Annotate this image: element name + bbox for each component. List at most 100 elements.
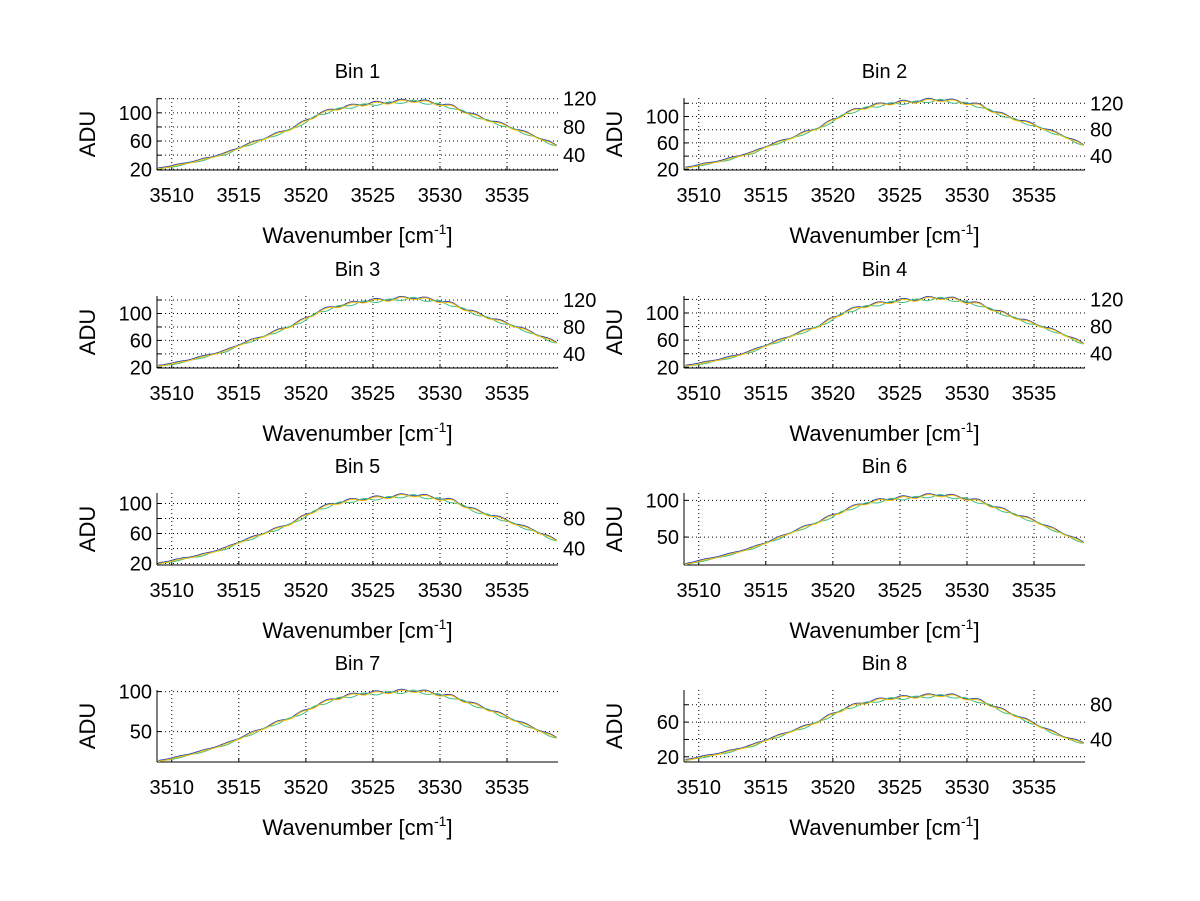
x-axis-label-superscript: -1 bbox=[961, 419, 974, 435]
y-tick-label: 100 bbox=[119, 103, 152, 125]
subplot-bin-8: 3510 3515 3520 3525 3530 3535 20 40 60 80 Bin 8 ADU… bbox=[602, 653, 1112, 840]
data-series-line bbox=[685, 296, 1084, 367]
subplot-title: Bin 6 bbox=[862, 456, 908, 478]
data-series-line bbox=[158, 296, 557, 368]
x-axis-label-superscript: -1 bbox=[961, 616, 974, 632]
subplot-title: Bin 2 bbox=[862, 61, 908, 83]
x-axis-label-text: Wavenumber [cm bbox=[789, 421, 961, 446]
x-tick-label: 3520 bbox=[284, 383, 329, 405]
x-tick-label: 3525 bbox=[351, 777, 396, 799]
x-tick-label: 3525 bbox=[878, 383, 923, 405]
y-axis-label: ADU bbox=[602, 703, 627, 749]
data-series-line bbox=[685, 493, 1084, 564]
subplot-title: Bin 8 bbox=[862, 653, 908, 675]
data-series-line bbox=[685, 97, 1084, 168]
data-series-line bbox=[158, 296, 557, 367]
x-axis-label-superscript: -1 bbox=[434, 616, 447, 632]
data-series-line bbox=[158, 98, 557, 169]
y-tick-label: 20 bbox=[130, 554, 152, 576]
x-tick-label: 3510 bbox=[677, 185, 722, 207]
x-axis-label-bracket: ] bbox=[973, 815, 979, 840]
x-tick-label: 3515 bbox=[744, 580, 789, 602]
x-axis-label-text: Wavenumber [cm bbox=[262, 223, 434, 248]
x-axis-label-superscript: -1 bbox=[434, 221, 447, 237]
y-axis-label: ADU bbox=[75, 703, 100, 749]
subplot-title: Bin 1 bbox=[335, 61, 381, 83]
subplot-title: Bin 3 bbox=[335, 259, 381, 281]
y-tick-label: 20 bbox=[657, 747, 679, 769]
subplot-title: Bin 5 bbox=[335, 456, 381, 478]
x-tick-label: 3525 bbox=[878, 580, 923, 602]
y-tick-label: 120 bbox=[1090, 93, 1123, 115]
data-series-line bbox=[158, 688, 557, 761]
subplot-title: Bin 7 bbox=[335, 653, 381, 675]
y-tick-label: 60 bbox=[130, 524, 152, 546]
y-tick-label: 60 bbox=[130, 131, 152, 153]
x-tick-label: 3515 bbox=[744, 185, 789, 207]
y-tick-label: 60 bbox=[657, 330, 679, 352]
x-tick-label: 3515 bbox=[217, 777, 262, 799]
y-tick-label: 120 bbox=[1090, 289, 1123, 311]
x-tick-label: 3535 bbox=[485, 383, 530, 405]
y-tick-label: 100 bbox=[119, 682, 152, 704]
x-axis-label: Wavenumber [cm-1] bbox=[262, 813, 452, 840]
y-tick-label: 100 bbox=[646, 303, 679, 325]
data-series-line bbox=[685, 296, 1084, 368]
x-axis-label-superscript: -1 bbox=[434, 419, 447, 435]
x-axis-label: Wavenumber [cm-1] bbox=[789, 813, 979, 840]
x-tick-label: 3510 bbox=[677, 777, 722, 799]
data-series-line bbox=[685, 693, 1084, 760]
subplot-bin-2: 3510 3515 3520 3525 3530 3535 20 40 60 80 100 120 Bi… bbox=[602, 61, 1123, 248]
x-axis-label-bracket: ] bbox=[446, 421, 452, 446]
x-tick-label: 3520 bbox=[284, 777, 329, 799]
x-axis-label-bracket: ] bbox=[973, 223, 979, 248]
x-axis-label-bracket: ] bbox=[446, 223, 452, 248]
x-tick-label: 3530 bbox=[945, 777, 990, 799]
data-series-line bbox=[685, 98, 1084, 169]
x-tick-label: 3510 bbox=[150, 580, 195, 602]
x-axis-label-bracket: ] bbox=[446, 815, 452, 840]
data-series-line bbox=[158, 99, 557, 170]
x-axis-label-bracket: ] bbox=[973, 618, 979, 643]
y-tick-label: 100 bbox=[119, 303, 152, 325]
y-tick-label: 120 bbox=[563, 290, 596, 312]
x-tick-label: 3525 bbox=[351, 580, 396, 602]
data-series-line bbox=[158, 689, 557, 763]
x-tick-label: 3530 bbox=[418, 777, 463, 799]
y-tick-label: 100 bbox=[119, 494, 152, 516]
y-tick-label: 40 bbox=[1090, 344, 1112, 366]
x-axis-label-superscript: -1 bbox=[434, 813, 447, 829]
y-tick-label: 20 bbox=[657, 357, 679, 379]
x-tick-label: 3520 bbox=[284, 185, 329, 207]
x-tick-label: 3535 bbox=[485, 185, 530, 207]
x-tick-label: 3520 bbox=[811, 185, 856, 207]
y-tick-label: 100 bbox=[646, 106, 679, 128]
x-tick-label: 3525 bbox=[351, 383, 396, 405]
data-series-line bbox=[158, 493, 557, 565]
x-tick-label: 3535 bbox=[1012, 777, 1057, 799]
subplot-bin-6: 3510 3515 3520 3525 3530 3535 50 100 Bin 6 ADU Wav… bbox=[602, 456, 1085, 643]
x-axis-label: Wavenumber [cm-1] bbox=[262, 419, 452, 446]
data-series-line bbox=[685, 295, 1084, 366]
x-axis-label-superscript: -1 bbox=[961, 813, 974, 829]
x-tick-label: 3530 bbox=[945, 383, 990, 405]
y-axis-label: ADU bbox=[602, 506, 627, 552]
data-series-line bbox=[685, 493, 1084, 566]
y-tick-label: 80 bbox=[1090, 317, 1112, 339]
y-tick-label: 80 bbox=[1090, 695, 1112, 717]
y-tick-label: 80 bbox=[563, 509, 585, 531]
subplot-bin-1: 3510 3515 3520 3525 3530 3535 20 40 60 80 100 120 Bi… bbox=[75, 61, 596, 248]
x-tick-label: 3530 bbox=[418, 383, 463, 405]
x-tick-label: 3520 bbox=[811, 383, 856, 405]
x-axis-label: Wavenumber [cm-1] bbox=[789, 419, 979, 446]
x-axis-label: Wavenumber [cm-1] bbox=[262, 221, 452, 248]
x-axis-label: Wavenumber [cm-1] bbox=[789, 221, 979, 248]
y-tick-label: 100 bbox=[646, 490, 679, 512]
data-series-line bbox=[158, 493, 557, 564]
data-series-line bbox=[158, 689, 557, 762]
x-axis-label-text: Wavenumber [cm bbox=[262, 815, 434, 840]
y-tick-label: 50 bbox=[657, 527, 679, 549]
y-axis-label: ADU bbox=[602, 111, 627, 157]
data-series-line bbox=[685, 98, 1084, 170]
